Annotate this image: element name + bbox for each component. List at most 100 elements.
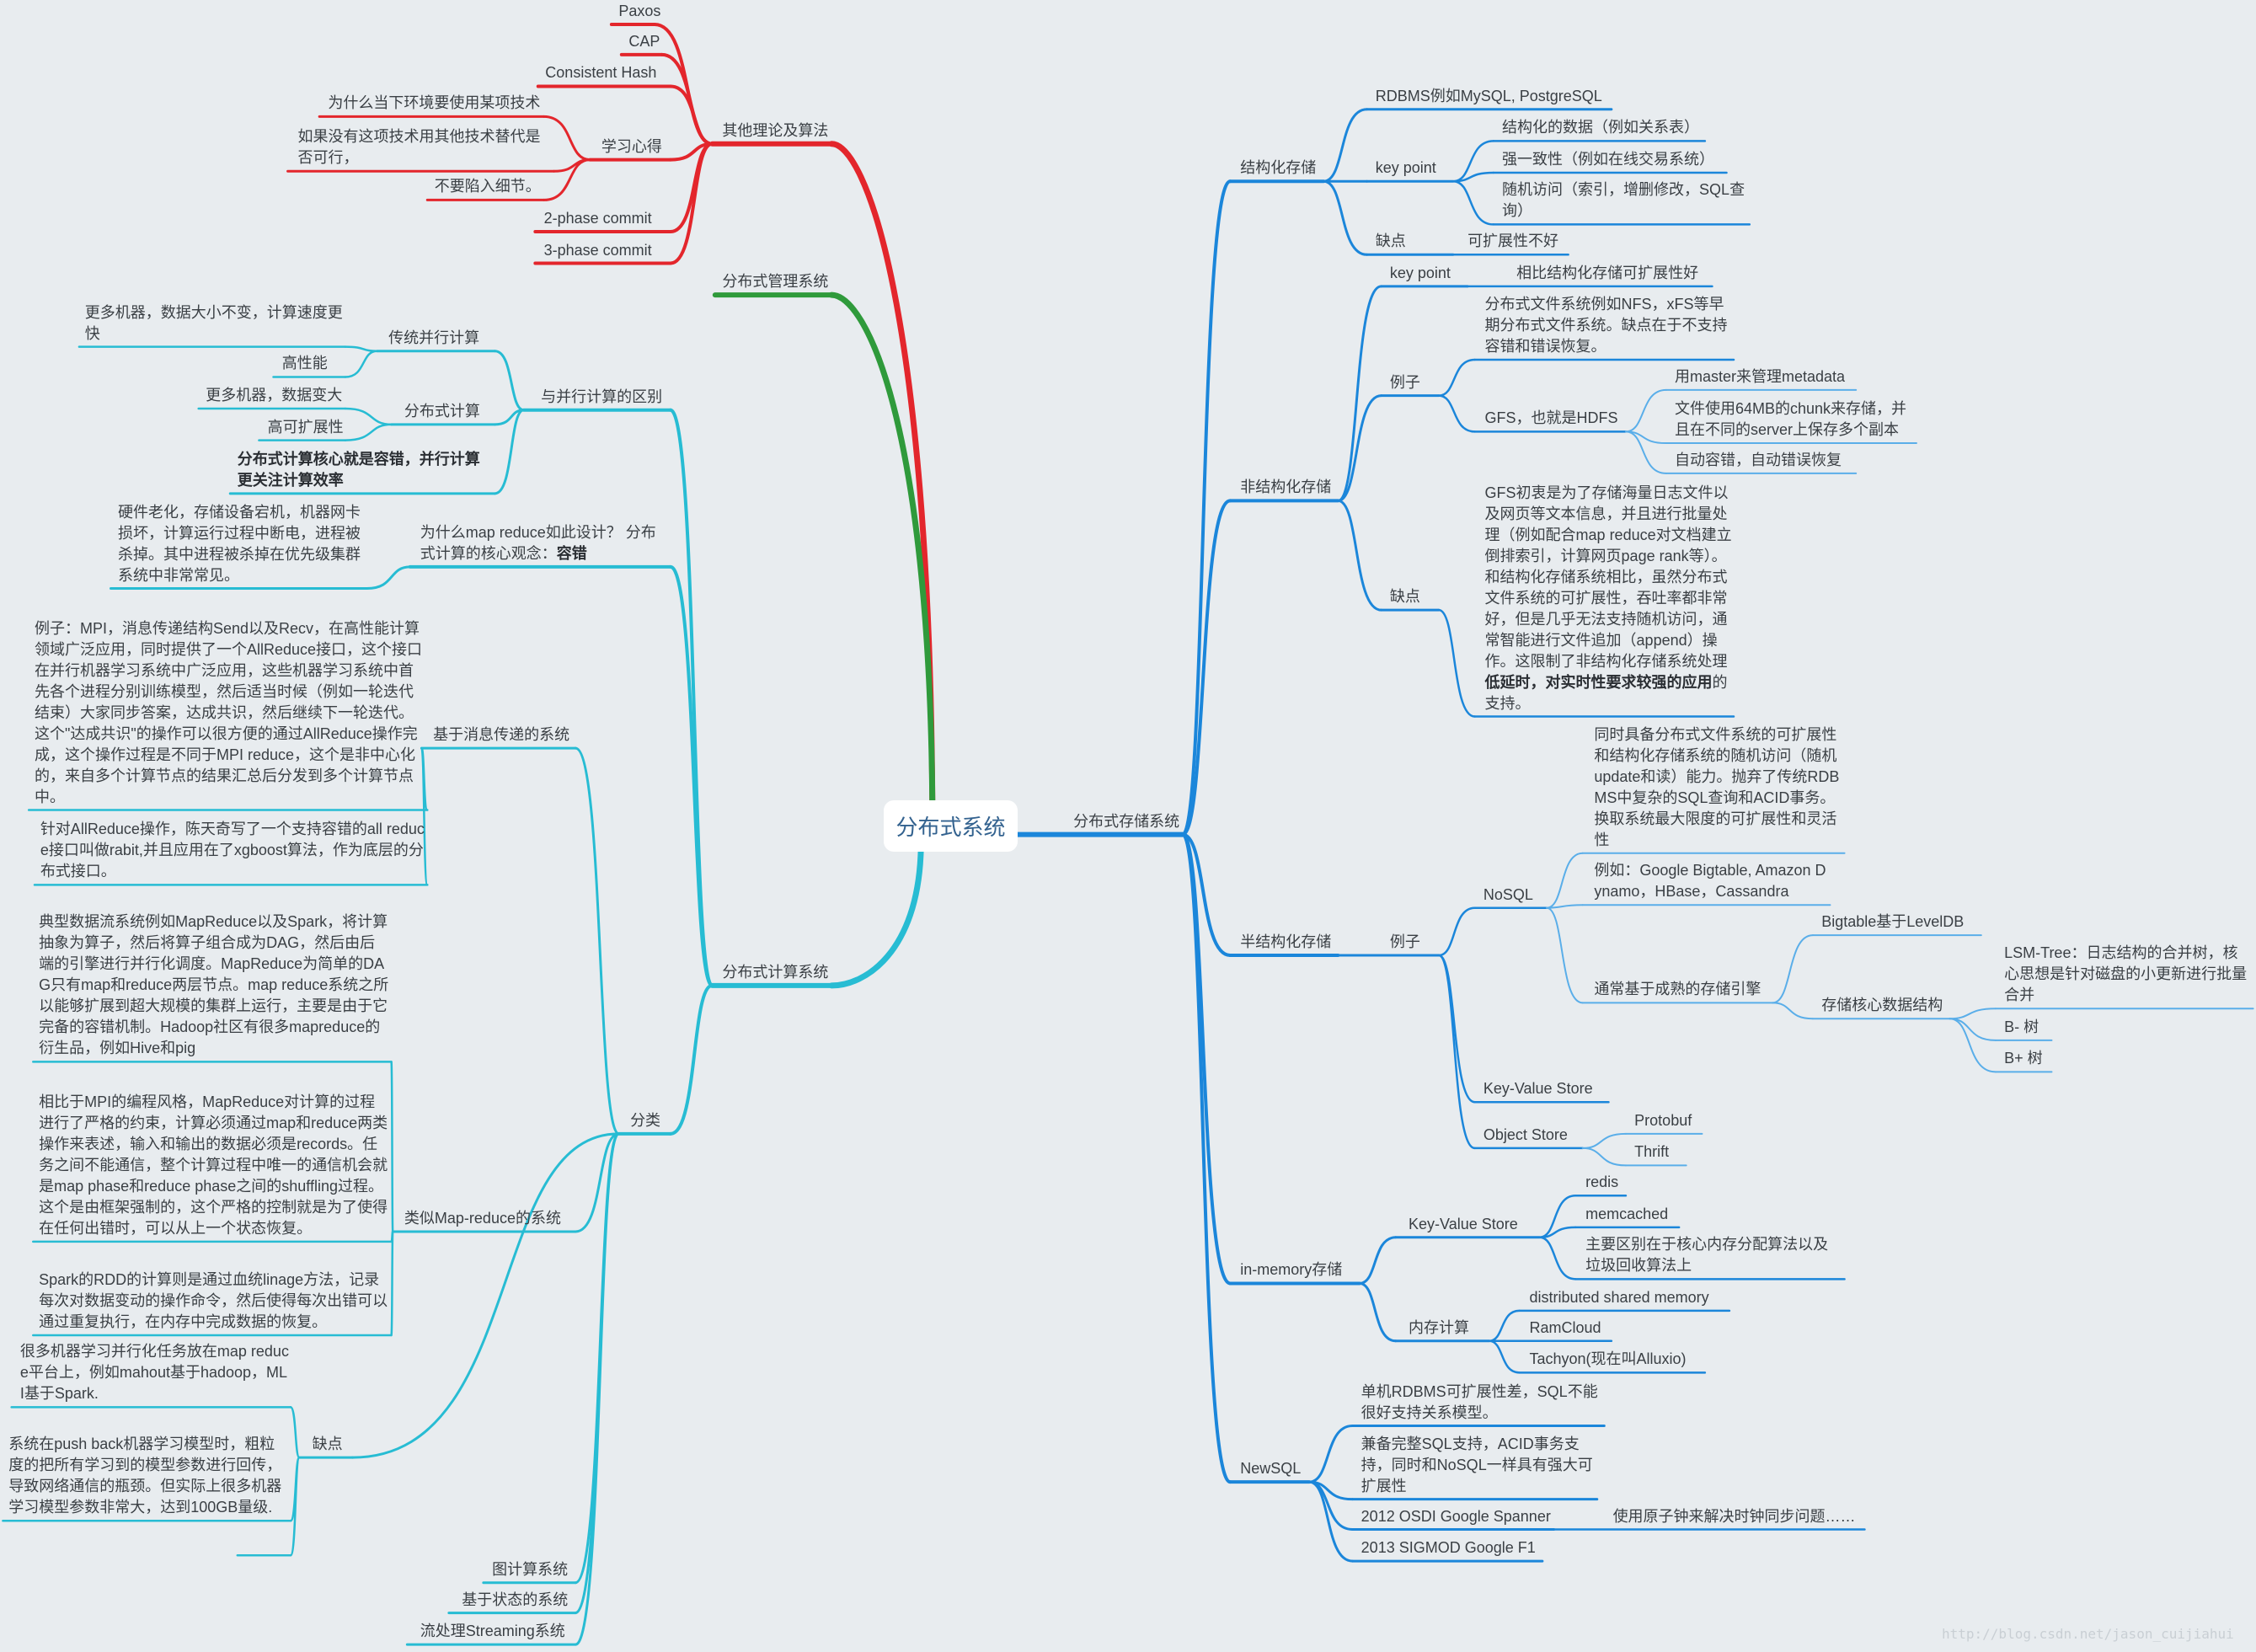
topic-connector (574, 1132, 620, 1615)
subtopic[interactable]: 基于状态的系统 (462, 1591, 569, 1608)
subtopic[interactable]: 学习心得 (601, 137, 662, 155)
subtopic[interactable]: Consistent Hash (545, 64, 657, 82)
subtopic[interactable]: RDBMS例如MySQL, PostgreSQL (1375, 87, 1602, 104)
subtopic[interactable]: Spark的RDD的计算则是通过血统linage方法，记录每次对数据变动的操作命… (39, 1270, 388, 1330)
subtopic[interactable]: 针对AllReduce操作，陈天奇写了一个支持容错的all reduce接口叫做… (40, 821, 425, 880)
subtopic[interactable]: 相比于MPI的编程风格，MapReduce对计算的过程进行了严格的约束，计算必须… (39, 1093, 388, 1237)
subtopic[interactable]: 为什么当下环境要使用某项技术 (328, 94, 541, 112)
subtopic[interactable]: 用master来管理metadata (1675, 367, 1846, 385)
subtopic[interactable]: distributed shared memory (1529, 1288, 1709, 1306)
subtopic[interactable]: 传统并行计算 (388, 329, 480, 346)
subtopic[interactable]: 与并行计算的区别 (541, 388, 663, 405)
subtopic[interactable]: redis (1585, 1174, 1619, 1191)
subtopic[interactable]: 随机访问（索引，增删修改，SQL查询） (1502, 181, 1745, 220)
subtopic[interactable]: 2-phase commit (543, 209, 652, 227)
subtopic[interactable]: Bigtable基于LevelDB (1821, 913, 1965, 931)
subtopic[interactable]: Key-Value Store (1483, 1080, 1593, 1098)
subtopic[interactable]: 兼备完整SQL支持，ACID事务支持，同时和NoSQL一样具有强大可扩展性 (1361, 1435, 1593, 1494)
subtopic[interactable]: 同时具备分布式文件系统的可扩展性和结构化存储系统的随机访问（随机update和读… (1594, 725, 1840, 848)
subtopic[interactable]: 分布式计算 (404, 402, 480, 420)
subtopic[interactable]: Key-Value Store (1409, 1215, 1518, 1232)
subtopic[interactable]: 分类 (630, 1111, 661, 1129)
subtopic[interactable]: GFS，也就是HDFS (1484, 409, 1618, 427)
subtopic[interactable]: 自动容错，自动错误恢复 (1675, 451, 1842, 468)
subtopic[interactable]: Object Store (1483, 1125, 1568, 1143)
subtopic[interactable]: 为什么map reduce如此设计？ 分布式计算的核心观念：容错 (420, 522, 669, 564)
subtopic[interactable]: GFS初衷是为了存储海量日志文件以及网页等文本信息，并且进行批量处理（例如配合m… (1485, 483, 1732, 714)
subtopic[interactable]: B+ 树 (2004, 1050, 2043, 1067)
topic-connector (390, 1061, 394, 1233)
subtopic[interactable]: NoSQL (1483, 885, 1533, 903)
topic-connector (543, 158, 591, 201)
subtopic[interactable]: key point (1389, 264, 1451, 281)
topic-connector (1949, 1018, 1997, 1041)
subtopic[interactable]: 缺点 (1375, 233, 1406, 250)
subtopic[interactable]: B- 树 (2004, 1018, 2039, 1035)
subtopic[interactable]: 使用原子钟来解决时钟同步问题…… (1612, 1507, 1856, 1525)
subtopic[interactable]: in-memory存储 (1240, 1261, 1343, 1279)
subtopic[interactable]: 相比结构化存储可扩展性好 (1516, 264, 1699, 281)
main-branch-topic[interactable]: 分布式计算系统 (722, 963, 829, 981)
subtopic[interactable]: key point (1375, 159, 1436, 177)
topic-connector (420, 746, 429, 886)
subtopic[interactable]: 分布式文件系统例如NFS，xFS等早期分布式文件系统。缺点在于不支持容错和错误恢… (1484, 295, 1728, 355)
subtopic[interactable]: LSM-Tree：日志结构的合并树，核心思想是针对磁盘的小更新进行批量合并 (2004, 944, 2248, 1004)
subtopic[interactable]: 高可扩展性 (267, 418, 344, 436)
subtopic[interactable]: 存储核心数据结构 (1821, 997, 1943, 1014)
subtopic[interactable]: 内存计算 (1409, 1318, 1470, 1336)
subtopic[interactable]: 分布式计算核心就是容错，并行计算更关注计算效率 (238, 449, 494, 491)
subtopic[interactable]: Tachyon(现在叫Alluxio) (1529, 1350, 1687, 1368)
subtopic[interactable]: 单机RDBMS可扩展性差，SQL不能很好支持关系模型。 (1361, 1382, 1598, 1421)
subtopic[interactable]: 缺点 (1389, 588, 1420, 606)
subtopic[interactable]: 图计算系统 (492, 1560, 569, 1578)
central-topic[interactable]: 分布式系统 (884, 800, 1018, 852)
topic-connector (344, 407, 393, 426)
subtopic[interactable]: 2012 OSDI Google Spanner (1361, 1507, 1551, 1525)
subtopic[interactable]: 非结构化存储 (1240, 478, 1332, 496)
subtopic[interactable]: 流处理Streaming系统 (420, 1623, 565, 1640)
subtopic[interactable]: 缺点 (312, 1435, 343, 1453)
main-branch-topic[interactable]: 分布式管理系统 (722, 273, 829, 291)
subtopic[interactable]: 强一致性（例如在线交易系统） (1502, 150, 1715, 168)
subtopic[interactable]: 3-phase commit (543, 241, 652, 259)
subtopic[interactable]: 不要陷入细节。 (434, 178, 541, 195)
subtopic[interactable]: 例如：Google Bigtable, Amazon Dynamo，HBase，… (1594, 862, 1826, 901)
subtopic[interactable]: 很多机器学习并行化任务放在map reduce平台上，例如mahout基于had… (19, 1343, 289, 1403)
subtopic[interactable]: CAP (628, 32, 660, 50)
subtopic[interactable]: 结构化的数据（例如关系表） (1502, 119, 1700, 136)
main-branch-topic[interactable]: 其他理论及算法 (722, 121, 829, 139)
subtopic[interactable]: RamCloud (1529, 1318, 1601, 1336)
subtopic[interactable]: 例子：MPI，消息传递结构Send以及Recv，在高性能计算领域广泛应用，同时提… (34, 619, 423, 805)
subtopic[interactable]: 主要区别在于核心内存分配算法以及垃圾回收算法上 (1585, 1236, 1829, 1275)
subtopic[interactable]: 更多机器，数据变大 (206, 387, 343, 404)
subtopic[interactable]: Protobuf (1634, 1111, 1692, 1129)
topic-text: 的支持。 (1484, 673, 1728, 712)
subtopic[interactable]: 典型数据流系统例如MapReduce以及Spark，将计算抽象为算子，然后将算子… (39, 913, 389, 1057)
subtopic[interactable]: 硬件老化，存储设备宕机，机器网卡损坏，计算运行过程中断电，进程被杀掉。其中进程被… (118, 503, 361, 584)
subtopic[interactable]: 例子 (1389, 933, 1420, 951)
subtopic[interactable]: 可扩展性不好 (1467, 233, 1559, 250)
topic-connector (574, 1132, 620, 1233)
main-branch-topic[interactable]: 分布式存储系统 (1073, 812, 1180, 830)
subtopic[interactable]: 2013 SIGMOD Google F1 (1361, 1539, 1536, 1557)
subtopic[interactable]: 基于消息传递的系统 (433, 726, 570, 744)
subtopic[interactable]: 结构化存储 (1240, 159, 1317, 177)
subtopic[interactable]: 类似Map-reduce的系统 (404, 1209, 561, 1227)
subtopic[interactable]: 高性能 (281, 355, 328, 372)
subtopic[interactable]: 半结构化存储 (1240, 933, 1332, 951)
topic-connector (1322, 179, 1369, 256)
subtopic[interactable]: memcached (1585, 1205, 1669, 1222)
topic-connector (1581, 1132, 1627, 1149)
subtopic[interactable]: Paxos (618, 3, 661, 20)
subtopic[interactable]: NewSQL (1240, 1460, 1302, 1478)
subtopic[interactable]: 如果没有这项技术用其他技术替代是否可行， (297, 128, 541, 167)
topic-connector (1624, 388, 1667, 433)
topic-connector (289, 1456, 301, 1557)
subtopic[interactable]: 文件使用64MB的chunk来存储，并且在不同的server上保存多个副本 (1675, 400, 1907, 439)
subtopic[interactable]: Thrift (1634, 1143, 1670, 1161)
subtopic[interactable]: 系统在push back机器学习模型时，粗粒度的把所有学习到的模型参数进行回传，… (8, 1435, 282, 1516)
subtopic[interactable]: 例子 (1389, 373, 1420, 391)
subtopic[interactable]: 通常基于成熟的存储引擎 (1594, 981, 1761, 998)
topic-connector (289, 1406, 301, 1459)
subtopic[interactable]: 更多机器，数据大小不变，计算速度更快 (84, 303, 343, 342)
